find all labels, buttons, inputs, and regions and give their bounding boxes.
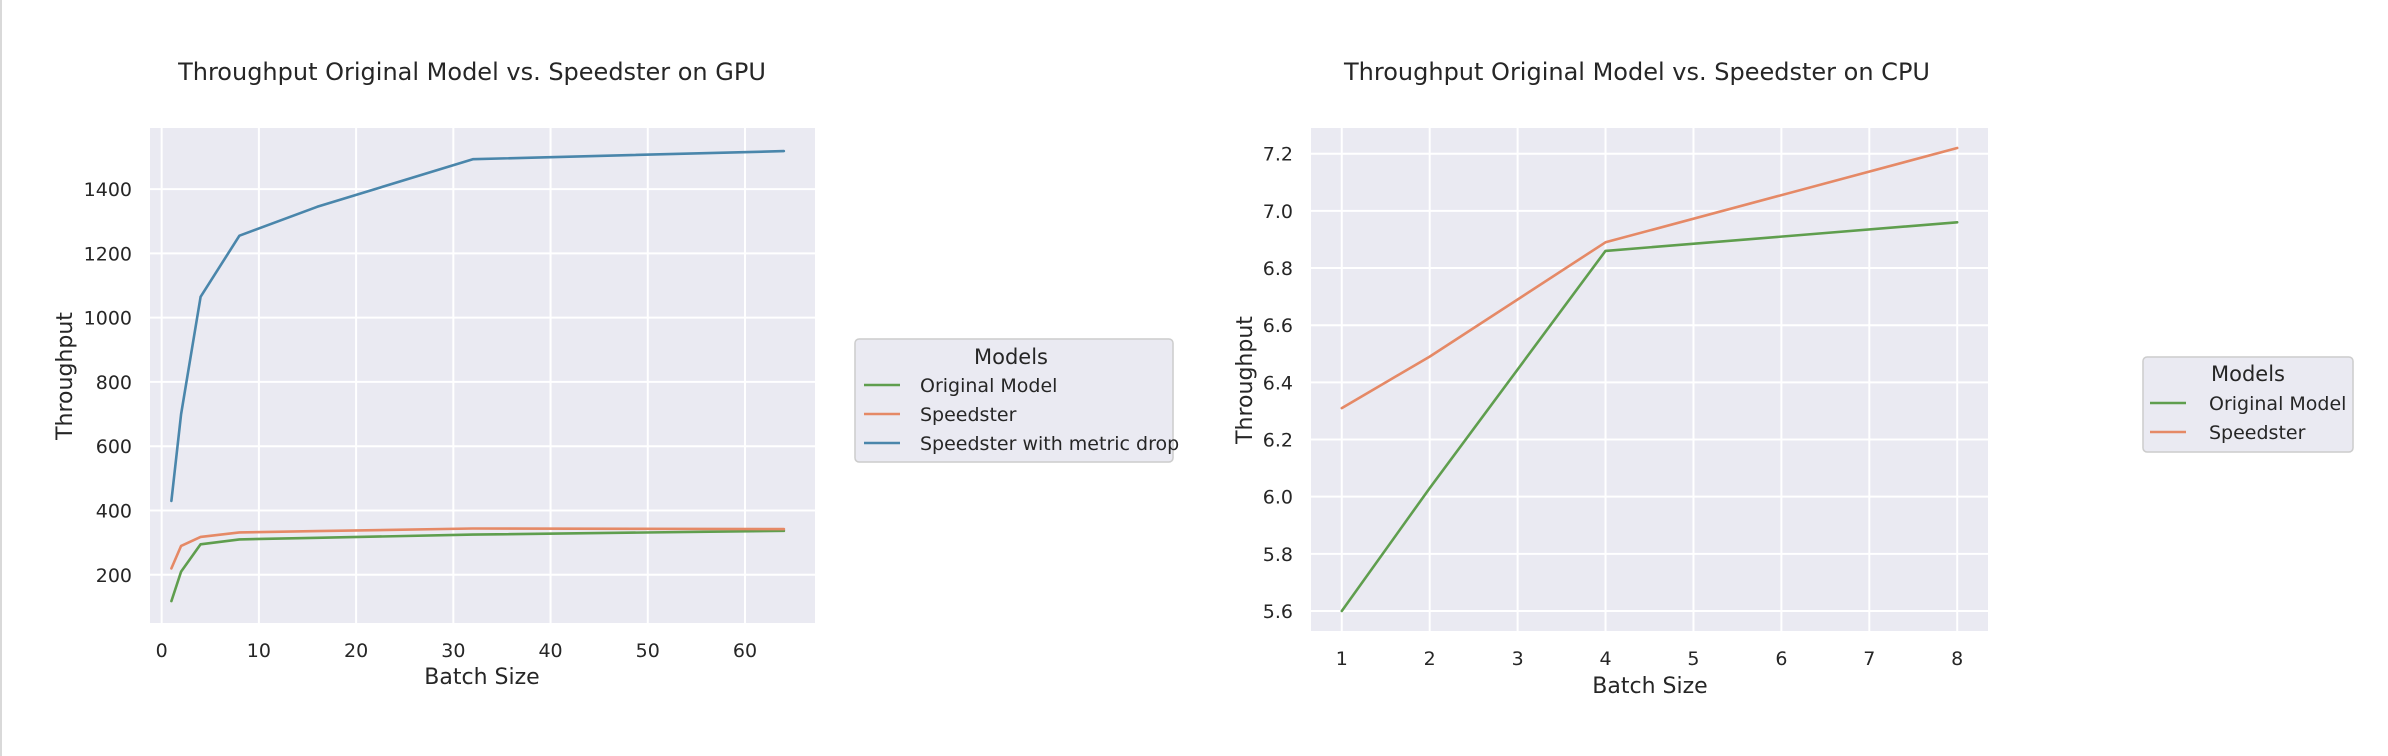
gpu-legend-label-speedster: Speedster — [920, 404, 1017, 426]
gpu-x-tick-60: 60 — [733, 640, 757, 662]
cpu-x-tick-7: 7 — [1863, 648, 1875, 670]
cpu-x-tick-labels: 1 2 3 4 5 6 7 8 — [1336, 648, 1964, 670]
gpu-legend-frame — [854, 338, 1174, 463]
gpu-x-tick-40: 40 — [538, 640, 562, 662]
gpu-y-tick-800: 800 — [96, 372, 132, 394]
gpu-plot-area — [150, 128, 815, 623]
gpu-legend-label-speedster-metric-drop: Speedster with metric drop — [920, 433, 1179, 455]
gpu-x-tick-50: 50 — [636, 640, 660, 662]
cpu-legend-frame — [2142, 356, 2354, 453]
gpu-y-tick-1000: 1000 — [84, 308, 132, 330]
gpu-chart-title: Throughput Original Model vs. Speedster … — [177, 58, 766, 86]
gpu-x-tick-0: 0 — [156, 640, 168, 662]
gpu-legend-label-original-model: Original Model — [920, 375, 1057, 397]
left-border — [0, 0, 2, 756]
gpu-y-tick-1200: 1200 — [84, 243, 132, 265]
cpu-x-tick-2: 2 — [1424, 648, 1436, 670]
cpu-x-tick-6: 6 — [1775, 648, 1787, 670]
cpu-x-axis-label: Batch Size — [1592, 674, 1707, 699]
gpu-series-line-original-model — [170, 529, 786, 603]
cpu-y-axis-label: Throughput — [1233, 316, 1258, 445]
cpu-y-tick-6-6: 6.6 — [1263, 315, 1293, 337]
cpu-legend-title: Models — [2211, 362, 2285, 386]
gpu-legend-title: Models — [974, 345, 1048, 369]
cpu-x-tick-8: 8 — [1951, 648, 1963, 670]
cpu-y-tick-6-2: 6.2 — [1263, 430, 1293, 452]
cpu-y-tick-7-0: 7.0 — [1263, 201, 1293, 223]
gpu-y-tick-labels: 200 400 600 800 1000 1200 1400 — [84, 179, 132, 587]
gpu-gridlines — [150, 128, 815, 623]
cpu-series-line-speedster — [1340, 146, 1959, 410]
cpu-x-tick-5: 5 — [1687, 648, 1699, 670]
gpu-x-tick-20: 20 — [344, 640, 368, 662]
gpu-x-tick-10: 10 — [247, 640, 271, 662]
cpu-series-line-original-model — [1340, 221, 1959, 613]
cpu-legend-label-speedster: Speedster — [2209, 422, 2306, 444]
gpu-x-axis-label: Batch Size — [424, 665, 539, 690]
cpu-y-tick-6-8: 6.8 — [1263, 258, 1293, 280]
gpu-series-lines — [170, 149, 786, 603]
gpu-y-axis-label: Throughput — [53, 312, 78, 441]
cpu-y-tick-5-8: 5.8 — [1263, 544, 1293, 566]
cpu-y-tick-6-4: 6.4 — [1263, 372, 1293, 394]
gpu-series-line-speedster-with-metric-drop — [170, 149, 786, 503]
cpu-legend: Models Original Model Speedster — [2142, 356, 2354, 453]
gpu-legend: Models Original Model Speedster Speedste… — [854, 338, 1179, 463]
cpu-y-tick-7-2: 7.2 — [1263, 144, 1293, 166]
cpu-y-tick-6-0: 6.0 — [1263, 487, 1293, 509]
cpu-series-lines — [1340, 146, 1959, 613]
gpu-y-tick-400: 400 — [96, 501, 132, 523]
gpu-y-tick-200: 200 — [96, 565, 132, 587]
cpu-y-tick-5-6: 5.6 — [1263, 601, 1293, 623]
cpu-y-tick-labels: 5.6 5.8 6.0 6.2 6.4 6.6 6.8 7.0 7.2 — [1263, 144, 1293, 623]
gpu-y-tick-600: 600 — [96, 436, 132, 458]
cpu-x-tick-4: 4 — [1599, 648, 1611, 670]
cpu-chart-title: Throughput Original Model vs. Speedster … — [1343, 58, 1930, 86]
gpu-x-tick-labels: 0 10 20 30 40 50 60 — [156, 640, 757, 662]
gpu-throughput-chart: Throughput Original Model vs. Speedster … — [53, 58, 1179, 690]
gpu-x-tick-30: 30 — [441, 640, 465, 662]
cpu-legend-label-original-model: Original Model — [2209, 393, 2346, 415]
cpu-plot-area — [1311, 128, 1988, 631]
cpu-throughput-chart: Throughput Original Model vs. Speedster … — [1233, 58, 2354, 699]
gpu-series-line-speedster — [170, 527, 786, 570]
gpu-y-tick-1400: 1400 — [84, 179, 132, 201]
cpu-x-tick-3: 3 — [1512, 648, 1524, 670]
cpu-x-tick-1: 1 — [1336, 648, 1348, 670]
